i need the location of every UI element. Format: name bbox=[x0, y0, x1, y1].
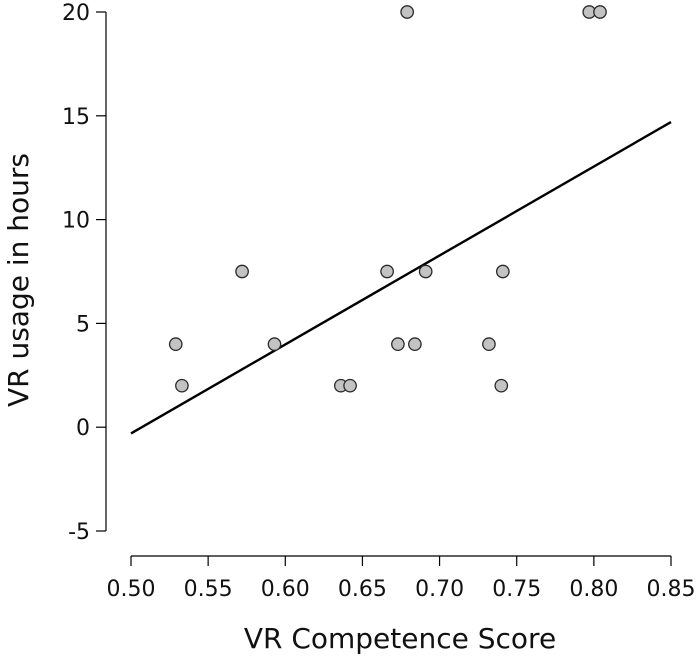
data-point bbox=[400, 5, 415, 19]
data-point bbox=[235, 264, 249, 279]
x-tick-label: 0.65 bbox=[338, 577, 387, 602]
y-tick-label: 0 bbox=[76, 416, 90, 441]
y-tick-label: 15 bbox=[62, 105, 90, 130]
y-axis: -5 0 5 10 15 20 bbox=[62, 1, 107, 545]
y-tick-label: 20 bbox=[62, 1, 90, 26]
data-point bbox=[267, 337, 282, 352]
x-tick-label: 0.55 bbox=[184, 577, 233, 602]
x-tick-label: 0.50 bbox=[107, 577, 156, 602]
data-points bbox=[168, 5, 607, 393]
x-axis: 0.50 0.55 0.60 0.65 0.70 0.75 0.80 0.85 bbox=[107, 555, 696, 602]
y-axis-title: VR usage in hours bbox=[2, 153, 35, 407]
data-point bbox=[418, 264, 433, 279]
x-axis-title: VR Competence Score bbox=[244, 622, 556, 655]
data-point bbox=[343, 378, 357, 393]
data-point bbox=[482, 337, 496, 352]
data-point bbox=[168, 337, 183, 352]
x-tick-label: 0.75 bbox=[492, 577, 541, 602]
x-tick-label: 0.70 bbox=[415, 577, 464, 602]
data-point bbox=[593, 5, 607, 19]
x-tick-label: 0.60 bbox=[261, 577, 310, 602]
y-tick-label: 5 bbox=[76, 312, 90, 337]
x-tick-label: 0.85 bbox=[647, 577, 696, 602]
data-point bbox=[391, 337, 405, 352]
y-tick-label: -5 bbox=[68, 520, 90, 545]
data-point bbox=[494, 378, 509, 393]
data-point bbox=[495, 264, 510, 279]
y-tick-label: 10 bbox=[62, 209, 90, 234]
data-point bbox=[408, 337, 422, 352]
regression-line bbox=[130, 120, 672, 435]
x-tick-label: 0.80 bbox=[569, 577, 618, 602]
fit-line bbox=[130, 120, 672, 435]
data-point bbox=[175, 378, 189, 393]
data-point bbox=[380, 264, 394, 279]
